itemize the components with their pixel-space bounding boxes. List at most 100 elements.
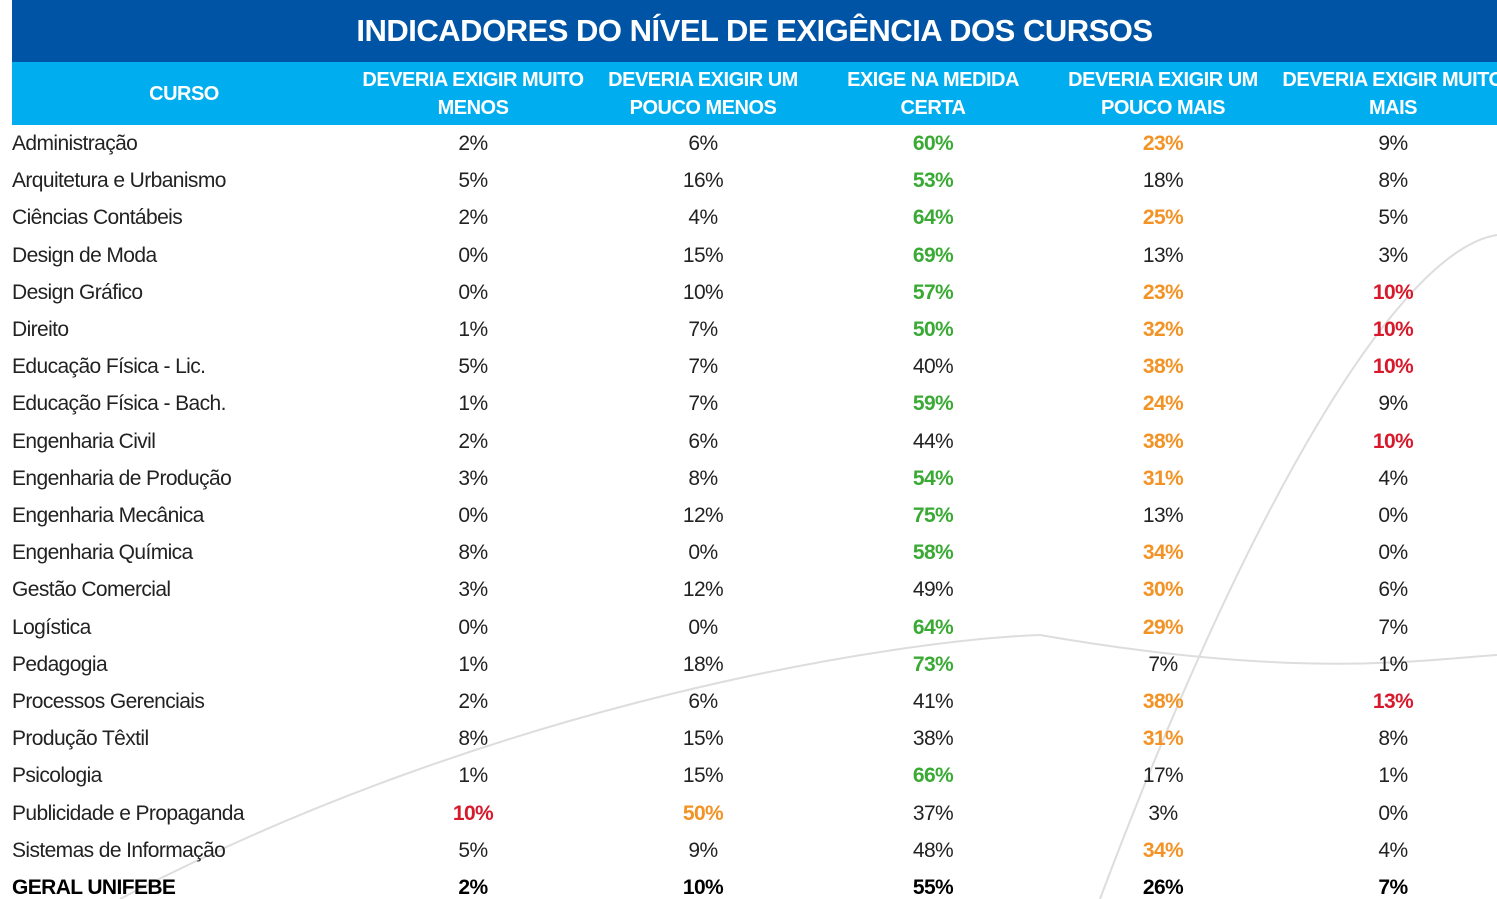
percent-cell: 7% <box>688 392 718 416</box>
course-name: Arquitetura e Urbanismo <box>12 169 226 193</box>
percent-cell: 10% <box>1372 280 1414 304</box>
percent-cell: 0% <box>458 504 488 527</box>
course-name: Educação Física - Lic. <box>12 355 206 379</box>
percent-cell: 60% <box>912 132 954 155</box>
percent-cell: 4% <box>1378 838 1408 862</box>
percent-cell: 2% <box>458 429 488 453</box>
percent-cell: 64% <box>912 615 954 639</box>
percent-cell: 5% <box>458 355 488 379</box>
percent-cell: 25% <box>1142 206 1184 230</box>
course-name: Ciências Contábeis <box>12 206 183 230</box>
percent-cell: 18% <box>682 652 724 676</box>
percent-cell: 6% <box>688 690 718 713</box>
percent-cell: 9% <box>1378 392 1408 416</box>
course-name: Sistemas de Informação <box>12 838 226 862</box>
percent-cell: 15% <box>682 243 724 267</box>
percent-cell: 8% <box>458 727 488 751</box>
percent-cell: 6% <box>688 429 718 453</box>
percent-cell: 0% <box>458 615 488 639</box>
percent-cell: 5% <box>1378 206 1408 230</box>
column-header: CURSO <box>149 82 219 105</box>
percent-cell: 8% <box>1378 169 1408 193</box>
percent-cell: 0% <box>1378 541 1408 565</box>
percent-cell: 10% <box>682 280 724 304</box>
percent-cell: 34% <box>1142 541 1184 565</box>
percent-cell: 50% <box>682 801 724 825</box>
percent-cell: 8% <box>688 466 718 490</box>
percent-cell: 16% <box>682 169 724 193</box>
percent-cell: 0% <box>1378 504 1408 527</box>
percent-cell: 0% <box>688 541 718 565</box>
column-header: DEVERIA EXIGIR UM POUCO MAIS <box>1068 68 1258 119</box>
percent-cell: 0% <box>458 243 488 267</box>
percent-cell: 15% <box>682 764 724 788</box>
course-name: Engenharia Química <box>12 541 193 565</box>
column-header: EXIGE NA MEDIDA CERTA <box>847 68 1019 119</box>
percent-cell: 34% <box>1142 838 1184 862</box>
title: INDICADORES DO NÍVEL DE EXIGÊNCIA DOS CU… <box>12 0 1497 62</box>
percent-cell: 15% <box>682 727 724 751</box>
percent-cell: 49% <box>912 578 954 602</box>
percent-cell: 1% <box>1378 652 1408 676</box>
course-name: Design de Moda <box>12 243 157 267</box>
percent-cell: 3% <box>458 466 488 490</box>
percent-cell: 13% <box>1142 504 1184 527</box>
course-name: Gestão Comercial <box>12 578 171 602</box>
percent-cell: 37% <box>912 801 954 825</box>
percent-cell: 7% <box>688 355 718 379</box>
percent-cell: 13% <box>1142 243 1184 267</box>
course-name: Logística <box>12 615 91 639</box>
percent-cell: 31% <box>1142 466 1184 490</box>
course-name: Engenharia de Produção <box>12 466 232 490</box>
footer-cell: 10% <box>682 876 724 899</box>
column-header: DEVERIA EXIGIR MUITO MAIS <box>1282 68 1497 119</box>
percent-cell: 7% <box>1148 652 1178 676</box>
percent-cell: 66% <box>912 764 954 788</box>
percent-cell: 5% <box>458 838 488 862</box>
percent-cell: 7% <box>688 318 718 341</box>
percent-cell: 8% <box>1378 727 1408 751</box>
course-name: Direito <box>12 318 69 341</box>
percent-cell: 0% <box>688 615 718 639</box>
percent-cell: 64% <box>912 206 954 230</box>
percent-cell: 9% <box>688 838 718 862</box>
percent-cell: 44% <box>912 429 954 453</box>
course-name: Psicologia <box>12 764 102 788</box>
percent-cell: 7% <box>1378 615 1408 639</box>
percent-cell: 10% <box>1372 429 1414 453</box>
percent-cell: 2% <box>458 132 488 155</box>
percent-cell: 57% <box>912 280 954 304</box>
percent-cell: 41% <box>912 690 954 713</box>
percent-cell: 0% <box>458 280 488 304</box>
percent-cell: 58% <box>912 541 954 565</box>
footer-label: GERAL UNIFEBE <box>12 876 176 899</box>
percent-cell: 6% <box>1378 578 1408 602</box>
percent-cell: 6% <box>688 132 718 155</box>
course-name: Publicidade e Propaganda <box>12 801 245 825</box>
percent-cell: 1% <box>458 392 488 416</box>
percent-cell: 38% <box>1142 355 1184 379</box>
percent-cell: 12% <box>682 578 724 602</box>
percent-cell: 48% <box>912 838 954 862</box>
course-name: Design Gráfico <box>12 280 143 304</box>
percent-cell: 3% <box>1378 243 1408 267</box>
percent-cell: 9% <box>1378 132 1408 155</box>
course-name: Educação Física - Bach. <box>12 392 226 416</box>
percent-cell: 3% <box>1148 801 1178 825</box>
percent-cell: 18% <box>1142 169 1184 193</box>
percent-cell: 38% <box>912 727 954 751</box>
footer-cell: 55% <box>912 876 954 899</box>
footer-cell: 2% <box>458 876 488 899</box>
percent-cell: 38% <box>1142 429 1184 453</box>
course-name: Administração <box>12 132 138 155</box>
percent-cell: 1% <box>458 318 488 341</box>
percent-cell: 59% <box>912 392 954 416</box>
percent-cell: 10% <box>1372 318 1414 341</box>
percent-cell: 10% <box>1372 355 1414 379</box>
percent-cell: 54% <box>912 466 954 490</box>
percent-cell: 17% <box>1142 764 1184 788</box>
percent-cell: 12% <box>682 504 724 527</box>
percent-cell: 24% <box>1142 392 1184 416</box>
